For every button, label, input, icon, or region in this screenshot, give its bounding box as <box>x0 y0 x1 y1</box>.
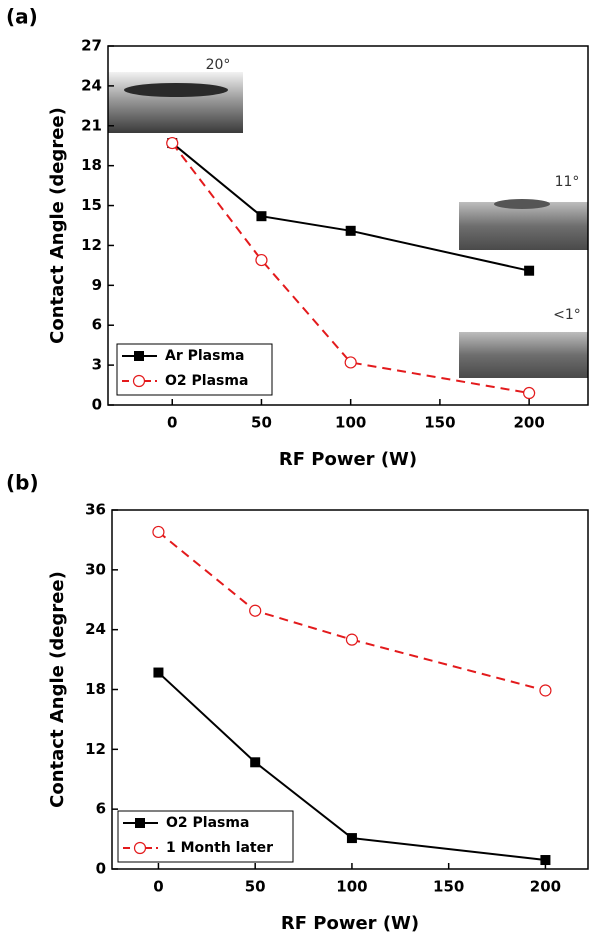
annotation: 11° <box>555 174 580 190</box>
y-axis-title: Contact Angle (degree) <box>47 107 68 344</box>
marker <box>524 265 535 276</box>
panel-label: (a) <box>6 5 38 29</box>
legend-marker <box>132 374 146 388</box>
y-tick-label: 21 <box>81 116 102 134</box>
series-line <box>171 142 530 395</box>
x-axis-title: RF Power (W) <box>281 913 419 934</box>
y-tick-label: 9 <box>92 276 102 294</box>
y-tick-label: 18 <box>85 680 106 698</box>
annotation: <1° <box>553 307 581 323</box>
y-tick-label: 15 <box>81 196 102 214</box>
y-tick-label: 36 <box>85 501 106 519</box>
marker <box>539 684 552 697</box>
marker <box>523 386 536 400</box>
y-tick-label: 24 <box>81 76 102 94</box>
legend-label: 1 Month later <box>166 840 273 856</box>
legend-label: O2 Plasma <box>165 373 248 389</box>
photo-20 <box>108 72 243 133</box>
legend-label: Ar Plasma <box>165 348 245 364</box>
series-line <box>157 531 546 692</box>
legend-label: O2 Plasma <box>166 815 249 831</box>
droplet-photos <box>108 72 588 378</box>
legend-marker <box>135 818 145 828</box>
y-tick-label: 3 <box>92 356 102 374</box>
y-tick-label: 0 <box>96 860 106 878</box>
photo-11 <box>459 202 588 250</box>
y-tick-label: 12 <box>81 236 102 254</box>
marker <box>256 211 267 222</box>
y-tick-label: 24 <box>85 620 106 638</box>
y-tick-label: 12 <box>85 740 106 758</box>
legend-box <box>117 810 294 863</box>
x-tick-label: 50 <box>251 414 272 432</box>
marker <box>344 356 357 369</box>
y-tick-label: 18 <box>81 156 102 174</box>
marker <box>346 833 357 844</box>
marker <box>345 633 359 646</box>
x-tick-label: 150 <box>433 878 464 896</box>
legend-marker <box>134 351 144 361</box>
droplet <box>494 199 550 209</box>
plot-frame <box>107 45 589 406</box>
series-line <box>157 671 546 862</box>
x-tick-label: 100 <box>335 414 366 432</box>
y-tick-label: 0 <box>92 396 102 414</box>
legend-marker <box>133 841 147 855</box>
x-axis-title: RF Power (W) <box>279 449 417 470</box>
x-tick-label: 50 <box>245 878 266 896</box>
marker <box>153 667 164 678</box>
marker <box>249 604 262 617</box>
x-tick-label: 150 <box>424 414 455 432</box>
x-tick-label: 100 <box>336 878 367 896</box>
y-tick-label: 27 <box>81 37 102 55</box>
x-tick-label: 0 <box>167 414 177 432</box>
x-tick-label: 200 <box>513 414 544 432</box>
y-tick-label: 30 <box>85 560 106 578</box>
panel-label: (b) <box>6 471 39 495</box>
marker <box>166 136 179 150</box>
y-tick-label: 6 <box>92 316 102 334</box>
x-tick-label: 200 <box>530 878 561 896</box>
marker <box>250 757 261 768</box>
marker <box>540 855 551 866</box>
annotation: 20° <box>206 57 231 73</box>
marker <box>152 525 165 539</box>
y-tick-label: 6 <box>96 800 106 818</box>
marker <box>345 225 356 236</box>
series-line <box>171 142 530 272</box>
droplet <box>124 83 228 97</box>
x-tick-label: 0 <box>153 878 163 896</box>
photo-1 <box>459 332 588 378</box>
y-axis-title: Contact Angle (degree) <box>47 571 68 808</box>
marker <box>255 253 268 267</box>
